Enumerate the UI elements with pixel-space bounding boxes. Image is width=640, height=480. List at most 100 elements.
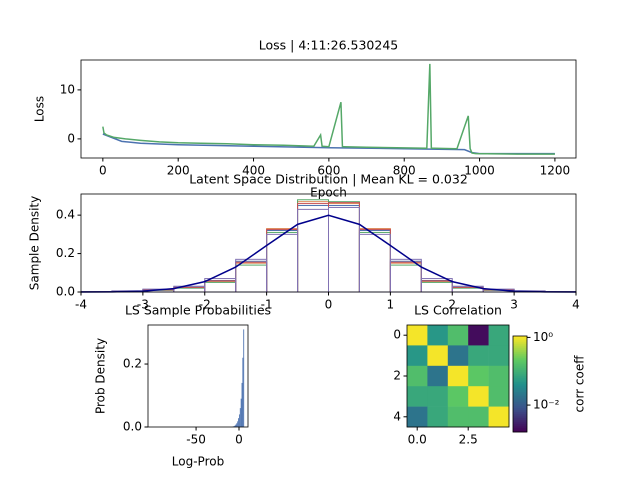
hist-bar bbox=[358, 230, 391, 293]
x-tick-label: 2.5 bbox=[459, 433, 478, 447]
axes-title: LS Sample Probabilities bbox=[125, 303, 271, 318]
x-tick-label: -1 bbox=[261, 298, 273, 312]
x-tick-label: 1 bbox=[387, 298, 395, 312]
colorbar-band bbox=[513, 414, 527, 417]
colorbar-band bbox=[513, 390, 527, 393]
hist-bar bbox=[358, 229, 391, 293]
hist-bar bbox=[204, 280, 237, 293]
x-tick-label: 1200 bbox=[540, 164, 571, 178]
colorbar-band bbox=[513, 342, 527, 345]
heat-cell bbox=[407, 386, 428, 407]
y-tick-label: 0.2 bbox=[56, 246, 75, 260]
hist-bar bbox=[358, 228, 391, 293]
hist-bar bbox=[240, 398, 242, 427]
y-tick-label: 0.4 bbox=[56, 208, 75, 222]
hist-bar bbox=[389, 262, 422, 293]
colorbar-band bbox=[513, 362, 527, 365]
y-axis-label: Sample Density bbox=[28, 196, 42, 290]
colorbar-band bbox=[513, 394, 527, 397]
colorbar-band bbox=[513, 408, 527, 411]
colorbar-band bbox=[513, 388, 527, 391]
y-tick-label: 10 bbox=[60, 82, 75, 96]
colorbar-band bbox=[513, 368, 527, 371]
x-tick-label: 1000 bbox=[464, 164, 495, 178]
y-tick-label: 0 bbox=[393, 328, 401, 342]
hist-bar bbox=[420, 280, 453, 293]
loss-line bbox=[102, 133, 555, 155]
x-tick-label: 400 bbox=[242, 164, 265, 178]
hist-bar bbox=[235, 260, 268, 293]
x-tick-label: 3 bbox=[510, 298, 518, 312]
hist-bar bbox=[241, 382, 243, 427]
colorbar-tick-label: 10⁻² bbox=[533, 398, 560, 412]
hist-bar bbox=[266, 230, 299, 293]
hist-bar bbox=[297, 205, 329, 293]
hist-bar bbox=[235, 262, 268, 293]
hist-bar bbox=[297, 201, 329, 293]
y-axis-label: Prob Density bbox=[94, 338, 108, 414]
colorbar-band bbox=[513, 404, 527, 407]
axes-frame bbox=[147, 324, 249, 428]
heat-cell bbox=[427, 386, 449, 407]
colorbar-band bbox=[513, 426, 527, 429]
heat-cell bbox=[468, 406, 489, 428]
heat-cell bbox=[427, 365, 449, 387]
hist-bar bbox=[389, 261, 422, 293]
hist-bar bbox=[236, 423, 238, 427]
heat-cell bbox=[488, 406, 510, 428]
heat-cell bbox=[447, 345, 469, 367]
colorbar-label: corr coeff bbox=[573, 355, 587, 413]
colorbar-band bbox=[513, 374, 527, 377]
y-tick-label: 0.0 bbox=[56, 285, 75, 299]
hist-bar bbox=[297, 199, 329, 293]
y-tick-label: 0.2 bbox=[123, 357, 142, 371]
hist-bar bbox=[420, 281, 453, 293]
colorbar-band bbox=[513, 412, 527, 415]
colorbar-band bbox=[513, 356, 527, 359]
colorbar-band bbox=[513, 422, 527, 425]
colorbar-band bbox=[513, 416, 527, 419]
heat-cell bbox=[488, 386, 510, 407]
heat-cell bbox=[468, 345, 489, 367]
heat-cell bbox=[447, 365, 469, 387]
hist-bar bbox=[266, 231, 299, 293]
x-tick-label: 0 bbox=[99, 164, 107, 178]
hist-bar bbox=[238, 418, 239, 427]
hist-bar bbox=[328, 205, 360, 293]
hist-bar bbox=[239, 408, 241, 427]
x-tick-label: -4 bbox=[75, 298, 87, 312]
x-tick-label: 0 bbox=[235, 433, 243, 447]
heat-cell bbox=[488, 325, 510, 346]
colorbar-band bbox=[513, 428, 527, 431]
y-tick-label: 0 bbox=[67, 131, 75, 145]
hist-bar bbox=[328, 201, 360, 293]
hist-bar bbox=[235, 424, 237, 427]
colorbar-band bbox=[513, 420, 527, 423]
x-tick-label: 800 bbox=[393, 164, 416, 178]
heat-cell bbox=[447, 406, 469, 428]
colorbar-band bbox=[513, 382, 527, 385]
colorbar-band bbox=[513, 410, 527, 413]
colorbar-band bbox=[513, 384, 527, 387]
colorbar-tick-label: 10⁰ bbox=[533, 330, 553, 344]
x-axis-label: Epoch bbox=[310, 186, 347, 200]
hist-bar bbox=[242, 357, 244, 427]
normal-curve bbox=[80, 214, 577, 293]
colorbar-band bbox=[513, 350, 527, 353]
colorbar-band bbox=[513, 396, 527, 399]
heat-cell bbox=[427, 325, 449, 346]
heat-cell bbox=[468, 365, 489, 387]
axes-title: Loss | 4:11:26.530245 bbox=[259, 38, 398, 53]
heat-cell bbox=[407, 365, 428, 387]
heat-cell bbox=[427, 345, 449, 367]
hist-bar bbox=[235, 261, 268, 293]
colorbar-band bbox=[513, 348, 527, 351]
x-tick-label: -2 bbox=[199, 298, 211, 312]
colorbar-band bbox=[513, 344, 527, 347]
colorbar-band bbox=[513, 352, 527, 355]
colorbar-band bbox=[513, 354, 527, 357]
x-tick-label: 2 bbox=[448, 298, 456, 312]
colorbar-band bbox=[513, 376, 527, 379]
heat-cell bbox=[488, 365, 510, 387]
colorbar-frame bbox=[512, 335, 528, 433]
